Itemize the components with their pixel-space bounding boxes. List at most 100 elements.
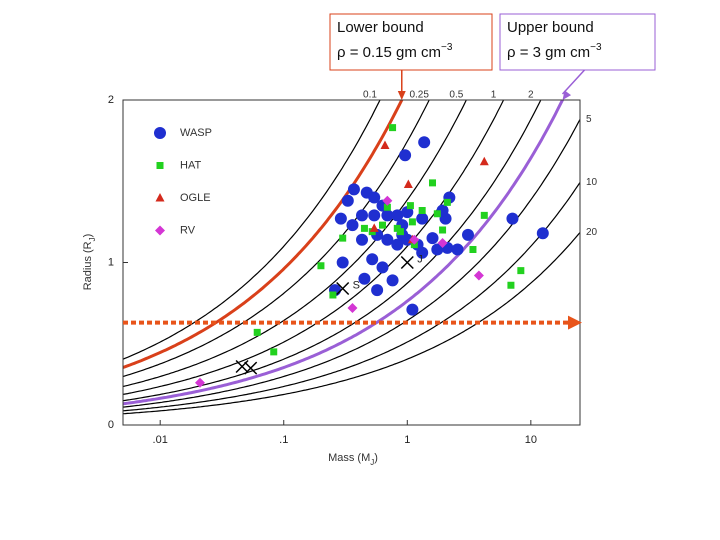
density-curve bbox=[123, 100, 467, 388]
arrow-head bbox=[397, 91, 406, 100]
x-tick-label: .01 bbox=[153, 434, 168, 446]
data-point bbox=[346, 219, 359, 232]
x-axis-title: Mass (MJ) bbox=[328, 452, 378, 467]
curve-label: 0.5 bbox=[449, 90, 463, 101]
data-point bbox=[479, 156, 489, 166]
reference-arrow bbox=[568, 315, 582, 330]
annotation-text: ρ = 0.15 gm cm−3 bbox=[337, 42, 453, 61]
data-point bbox=[506, 212, 519, 225]
data-point bbox=[416, 212, 429, 225]
data-point bbox=[403, 179, 413, 188]
data-point bbox=[195, 377, 206, 388]
legend-marker bbox=[154, 127, 166, 139]
data-point bbox=[517, 267, 525, 275]
planet-marker bbox=[400, 255, 414, 270]
data-point bbox=[409, 234, 420, 245]
data-point bbox=[381, 209, 394, 222]
density-curve bbox=[123, 100, 381, 360]
data-point bbox=[336, 256, 349, 269]
legend-label: WASP bbox=[180, 127, 212, 139]
data-point bbox=[396, 228, 404, 236]
curve-label: 1 bbox=[491, 90, 497, 101]
arrow-head bbox=[562, 90, 572, 100]
data-point bbox=[382, 195, 393, 206]
data-point bbox=[366, 253, 379, 266]
data-point bbox=[408, 218, 416, 226]
data-point bbox=[356, 233, 369, 246]
data-point bbox=[368, 191, 381, 204]
annotation-arrow bbox=[561, 69, 586, 95]
data-point bbox=[416, 246, 429, 259]
data-point bbox=[376, 261, 389, 274]
data-point bbox=[356, 209, 369, 222]
data-point bbox=[439, 226, 447, 234]
legend-marker bbox=[155, 225, 165, 236]
density-curve bbox=[123, 100, 505, 395]
data-point bbox=[371, 284, 384, 297]
annotation-text: Lower bound bbox=[337, 19, 424, 36]
curve-label: 2 bbox=[528, 90, 534, 101]
data-point bbox=[418, 207, 426, 214]
data-point bbox=[429, 179, 437, 187]
data-point bbox=[433, 210, 441, 218]
data-point bbox=[443, 198, 451, 206]
planet-label: J bbox=[417, 253, 423, 265]
legend-label: RV bbox=[180, 224, 196, 236]
data-point bbox=[386, 274, 399, 287]
data-point bbox=[536, 227, 549, 240]
annotation-text: ρ = 3 gm cm−3 bbox=[507, 42, 602, 61]
data-point bbox=[368, 209, 381, 222]
data-point bbox=[406, 202, 414, 210]
data-point bbox=[381, 233, 394, 246]
data-point bbox=[347, 303, 358, 313]
data-point bbox=[451, 243, 464, 256]
x-tick-label: 10 bbox=[525, 434, 537, 446]
data-point bbox=[378, 221, 386, 229]
data-point bbox=[507, 281, 515, 289]
data-point bbox=[389, 124, 397, 132]
annotation-box bbox=[499, 13, 656, 71]
y-axis-title: Radius (RJ) bbox=[82, 234, 97, 291]
data-point bbox=[341, 194, 354, 207]
lower-bound-box: Lower bound ρ = 0.15 gm cm−3 bbox=[329, 13, 493, 71]
annotation-box bbox=[329, 13, 493, 71]
planet-label: S bbox=[353, 279, 360, 291]
density-curve bbox=[123, 232, 580, 415]
curve-label: 5 bbox=[586, 114, 592, 125]
data-point bbox=[426, 232, 439, 245]
curve-label: 0.1 bbox=[363, 90, 377, 101]
data-point bbox=[380, 140, 390, 149]
data-point bbox=[391, 209, 404, 222]
planet-marker bbox=[336, 281, 350, 296]
curve-label: 20 bbox=[586, 227, 598, 238]
data-point bbox=[347, 183, 360, 196]
data-point bbox=[437, 238, 448, 248]
density-curve bbox=[123, 182, 580, 412]
legend-label: HAT bbox=[180, 159, 201, 171]
data-point bbox=[399, 149, 412, 162]
data-point bbox=[480, 211, 488, 219]
x-tick-label: .1 bbox=[279, 434, 288, 446]
data-point bbox=[473, 270, 484, 281]
legend-label: OGLE bbox=[180, 192, 211, 204]
curve-label: 0.25 bbox=[409, 90, 429, 101]
legend-marker bbox=[156, 162, 164, 169]
data-point bbox=[469, 246, 477, 253]
data-point bbox=[329, 291, 337, 299]
data-point bbox=[406, 303, 419, 316]
legend-marker bbox=[155, 193, 165, 202]
y-tick-label: 2 bbox=[108, 94, 114, 106]
data-point bbox=[339, 234, 347, 242]
bound-curve bbox=[123, 100, 565, 406]
curve-label: 10 bbox=[586, 177, 598, 188]
data-point bbox=[369, 223, 379, 232]
y-tick-label: 1 bbox=[108, 256, 114, 268]
planet-marker bbox=[244, 361, 258, 375]
data-point bbox=[317, 262, 325, 270]
data-point bbox=[391, 238, 404, 251]
data-point bbox=[270, 348, 278, 356]
data-point bbox=[358, 272, 371, 285]
y-tick-label: 0 bbox=[108, 419, 114, 431]
